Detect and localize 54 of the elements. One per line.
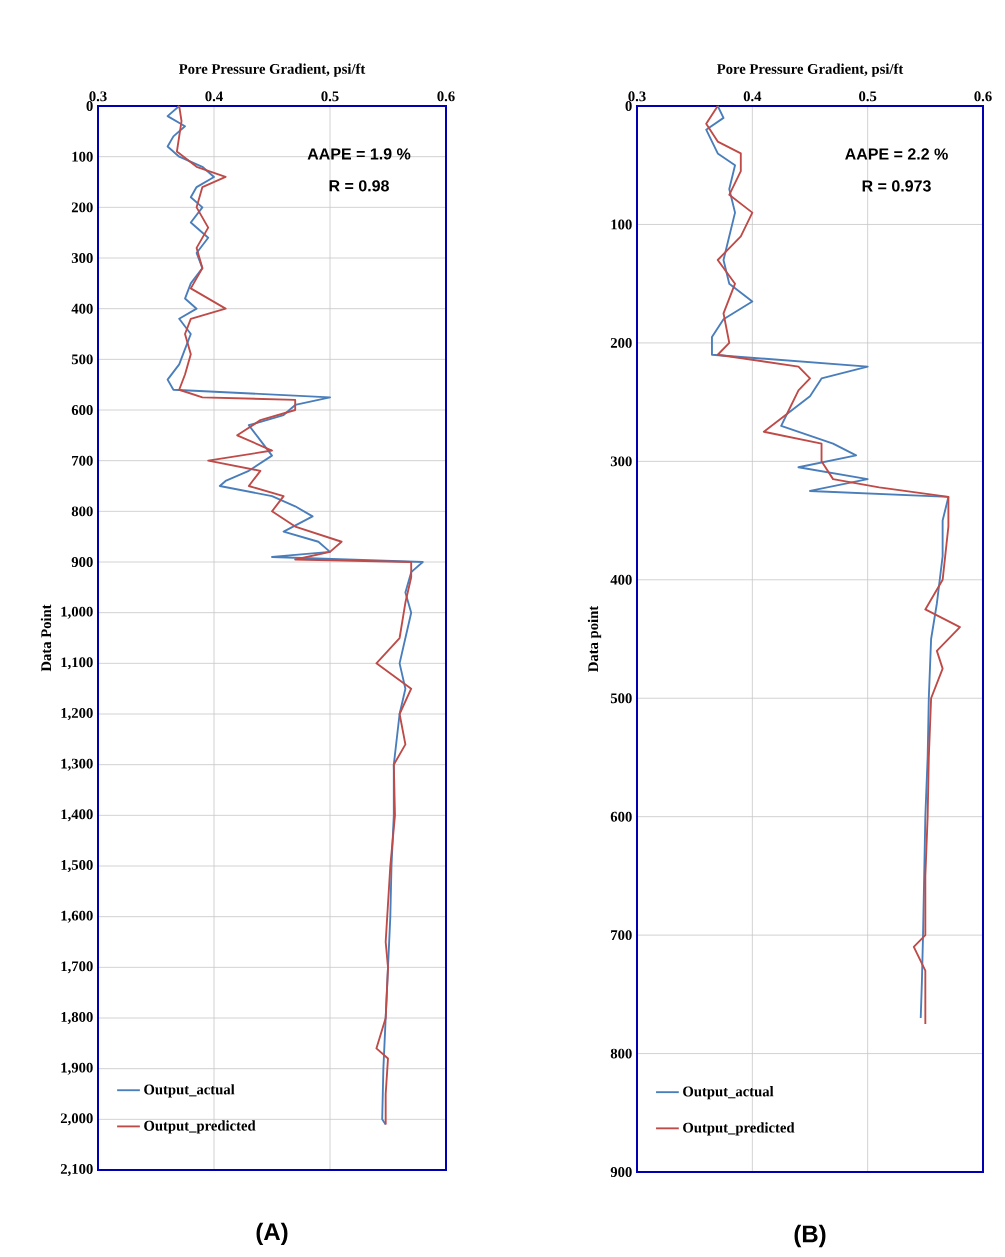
y-tick-label: 400 <box>610 574 632 585</box>
y-tick-label: 900 <box>610 1167 632 1177</box>
annotation: R = 0.973 <box>862 180 931 192</box>
legend-label: Output_actual <box>683 1086 774 1100</box>
legend-label: Output_actual <box>144 1084 235 1098</box>
y-tick-label: 1,100 <box>61 657 93 670</box>
x-tick-label: 0.6 <box>437 91 455 102</box>
y-tick-label: 1,800 <box>61 1012 93 1025</box>
y-tick-label: 300 <box>610 456 632 467</box>
y-tick-label: 200 <box>71 202 93 213</box>
y-tick-label: 800 <box>610 1048 632 1059</box>
y-tick-label: 1,600 <box>61 910 93 923</box>
y-axis-title: Data point <box>587 605 602 672</box>
y-tick-label: 1,200 <box>61 708 93 721</box>
y-tick-label: 2,100 <box>60 1164 93 1177</box>
y-tick-label: 0 <box>86 101 93 111</box>
x-tick-label: 0.4 <box>205 91 223 102</box>
x-axis-title: Pore Pressure Gradient, psi/ft <box>178 63 366 77</box>
y-tick-label: 200 <box>610 337 632 348</box>
x-tick-label: 0.6 <box>974 91 992 102</box>
y-tick-label: 0 <box>625 101 632 111</box>
y-tick-label: 2,000 <box>60 1113 93 1126</box>
y-tick-label: 500 <box>610 693 632 704</box>
y-tick-label: 500 <box>71 354 93 365</box>
y-axis-title: Data Point <box>40 604 52 672</box>
annotation: R = 0.98 <box>329 180 389 192</box>
y-tick-label: 700 <box>72 455 93 466</box>
y-tick-label: 1,500 <box>61 860 93 873</box>
y-tick-label: 1,000 <box>61 606 93 619</box>
y-tick-label: 400 <box>71 303 93 314</box>
x-tick-label: 0.5 <box>859 91 877 102</box>
text: (B) <box>794 1224 826 1248</box>
annotation: AAPE = 2.2 % <box>845 148 948 160</box>
annotation: AAPE = 1.9 % <box>307 148 411 160</box>
x-tick-label: 0.5 <box>321 91 339 102</box>
y-tick-label: 1,400 <box>61 809 93 822</box>
y-tick-label: 1,700 <box>61 961 93 974</box>
y-tick-label: 600 <box>610 811 632 822</box>
x-tick-label: 0.3 <box>89 91 107 102</box>
y-tick-label: 700 <box>611 930 632 941</box>
y-tick-label: 1,300 <box>61 758 93 771</box>
x-tick-label: 0.4 <box>743 91 762 102</box>
y-tick-label: 600 <box>71 405 93 415</box>
y-tick-label: 1,900 <box>61 1062 93 1075</box>
text: (A) <box>256 1222 288 1246</box>
y-tick-label: 300 <box>71 253 93 263</box>
x-tick-label: 0.3 <box>628 91 646 102</box>
x-axis-title: Pore Pressure Gradient, psi/ft <box>716 63 904 77</box>
y-tick-label: 100 <box>72 151 93 162</box>
legend-label: Output_predicted <box>144 1120 256 1134</box>
y-tick-label: 800 <box>71 506 93 517</box>
y-tick-label: 900 <box>71 557 93 567</box>
legend-label: Output_predicted <box>683 1122 795 1136</box>
y-tick-label: 100 <box>611 219 632 230</box>
